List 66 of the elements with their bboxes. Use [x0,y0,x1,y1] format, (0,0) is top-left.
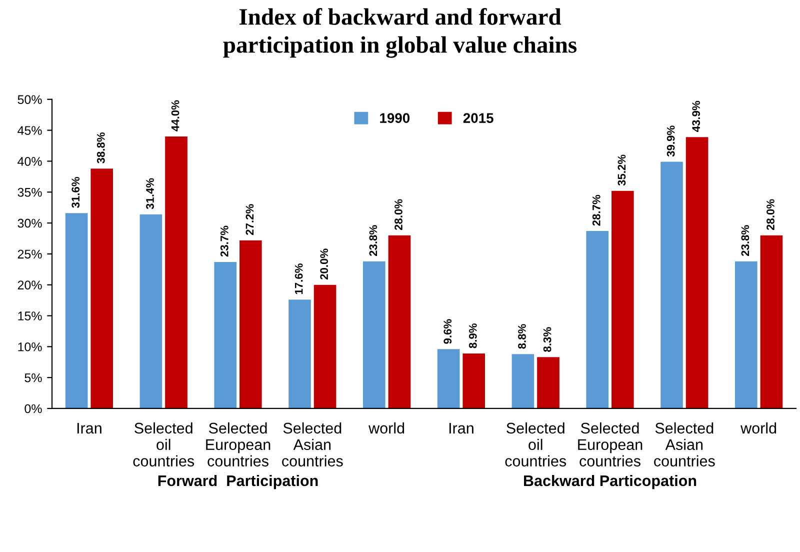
bar [388,235,411,408]
bar [288,300,311,408]
data-label: 23.7% [220,226,228,257]
data-label: 23.8% [369,225,378,256]
legend-label: 2015 [463,113,494,123]
data-label: 31.4% [146,178,154,210]
x-tick-label: Selected European countries [206,422,270,467]
data-label: 23.8% [741,225,750,256]
y-tick-label: 30% [18,218,42,228]
y-tick-label: 10% [18,342,42,352]
bar [611,190,634,408]
data-label: 8.9% [468,323,477,348]
data-label: 39.9% [666,126,675,157]
bar [140,214,162,408]
data-label: 8.8% [518,324,526,349]
x-tick-label: Selected Asian countries [654,422,715,467]
bar [437,349,460,408]
text: Forward Participation [158,474,318,490]
x-tick-label: world [368,422,404,434]
x-tick-label: Selected Asian countries [282,422,343,467]
data-label: 17.6% [294,264,303,294]
y-tick-label: 25% [18,250,42,259]
data-label: 28.0% [394,199,402,230]
legend-label: 1990 [380,113,410,123]
bar [686,137,708,408]
x-tick-label: world [740,422,776,434]
data-label: 44.0% [171,100,180,132]
y-tick-label: 5% [24,373,42,382]
x-tick-label: Selected European countries [578,422,642,467]
bar [586,231,609,408]
data-label: 38.8% [96,132,105,164]
data-label: 28.0% [766,199,774,230]
bar [462,353,486,408]
y-tick-label: 40% [18,156,42,166]
bar [512,354,534,408]
y-tick-label: 50% [18,95,42,104]
x-tick-label: Iran [77,422,102,434]
y-tick-label: 0% [24,404,42,414]
data-label: 31.6% [72,176,80,208]
bar [660,162,683,408]
y-tick-label: 20% [18,280,42,290]
data-label: 28.7% [592,194,600,226]
bar [165,136,188,408]
data-label: 8.3% [543,327,552,352]
bar [760,235,783,408]
x-tick-label: Selected oil countries [505,422,566,467]
bar [214,262,237,408]
x-tick-label: Iran [449,422,474,434]
text: Backward Particopation [524,474,696,490]
bar [90,168,114,408]
bar [239,240,262,408]
data-label: 27.2% [246,204,254,235]
data-label: 20.0% [320,248,328,280]
bar [734,261,758,408]
y-tick-label: 45% [18,126,42,135]
bar [362,261,386,408]
bar [314,284,336,408]
data-label: 35.2% [618,154,626,186]
data-label: 43.9% [692,100,700,132]
y-tick-label: 35% [18,188,42,197]
y-tick-label: 15% [18,312,42,320]
bar [65,213,88,408]
bar [537,357,560,408]
data-label: 9.6% [444,319,452,344]
chart-title: Index of backward and forward participation in global value chains [223,8,577,58]
x-tick-label: Selected oil countries [133,422,194,467]
